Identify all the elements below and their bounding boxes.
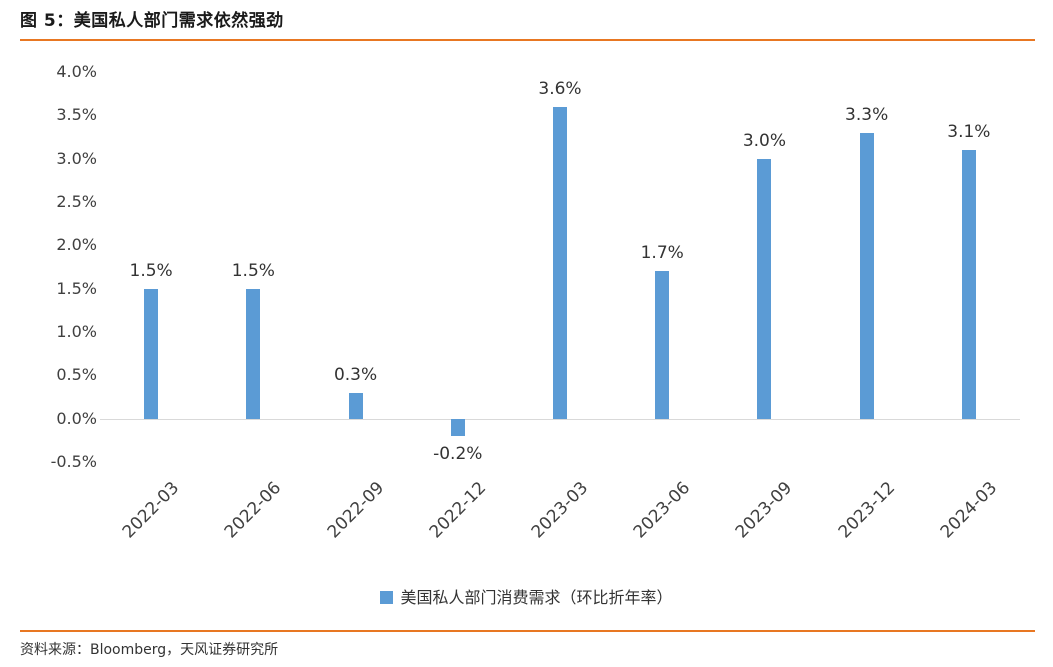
y-axis-tick-label: 1.5% <box>56 278 97 298</box>
bar-value-label: 3.6% <box>538 78 582 99</box>
bar-value-label: 1.5% <box>231 260 275 281</box>
bar-value-label: 1.7% <box>640 243 684 264</box>
x-axis-tick-label: 2023-03 <box>527 478 593 543</box>
bar <box>859 132 874 419</box>
y-axis-tick-label: 1.0% <box>56 322 97 341</box>
bar <box>655 271 670 419</box>
bar <box>144 288 159 419</box>
y-axis-tick-label: 2.0% <box>56 235 97 255</box>
bar-value-label: 3.0% <box>742 130 787 151</box>
x-axis-tick-label: 2023-06 <box>630 478 695 543</box>
bar-value-label: 3.1% <box>947 122 991 142</box>
legend-label: 美国私人部门消费需求（环比折年率） <box>400 588 673 607</box>
bar <box>961 150 976 419</box>
bar-value-label: 1.5% <box>129 260 173 281</box>
bar <box>246 288 261 419</box>
figure-header: 图 5：美国私人部门需求依然强劲 <box>20 6 1035 41</box>
x-axis-tick-label: 2022-06 <box>221 478 286 543</box>
bar <box>450 418 465 436</box>
y-axis-tick-label: 3.5% <box>56 105 97 125</box>
y-axis-tick-label: 4.0% <box>56 62 97 81</box>
x-axis-tick-label: 2022-09 <box>323 478 388 543</box>
x-axis-tick-label: 2022-12 <box>425 478 490 543</box>
y-axis-tick-label: 0.0% <box>56 408 97 428</box>
x-axis-tick-label: 2023-12 <box>834 478 899 543</box>
x-axis-tick-label: 2023-09 <box>732 478 797 543</box>
bar-chart: 美国私人部门消费需求（环比折年率） 4.0% 3.5% 3.0% 2.5% 2.0% 1.… <box>0 60 1053 620</box>
bar <box>348 392 363 419</box>
bar-value-label: 3.3% <box>845 104 889 125</box>
chart-legend: 美国私人部门消费需求（环比折年率） <box>0 584 1053 608</box>
bar <box>553 106 567 419</box>
bar <box>757 158 772 419</box>
legend-swatch-icon <box>380 591 394 604</box>
x-axis-tick-label: 2024-03 <box>936 478 1002 543</box>
bar-value-label: -0.2% <box>433 444 483 464</box>
bar-value-label: 0.3% <box>333 364 378 385</box>
source-note: 资料来源：Bloomberg，天风证券研究所 <box>20 630 1035 665</box>
x-axis-zero-line <box>100 418 1020 420</box>
x-axis-tick-label: 2022-03 <box>118 478 184 543</box>
y-axis-tick-label: 0.5% <box>56 365 97 385</box>
page-title: 图 5：美国私人部门需求依然强劲 <box>20 11 284 31</box>
y-axis-tick-label: 2.5% <box>56 192 97 211</box>
y-axis-tick-label: 3.0% <box>56 148 97 168</box>
y-axis-tick-label: -0.5% <box>50 452 97 471</box>
source-text: 资料来源：Bloomberg，天风证券研究所 <box>20 642 279 658</box>
